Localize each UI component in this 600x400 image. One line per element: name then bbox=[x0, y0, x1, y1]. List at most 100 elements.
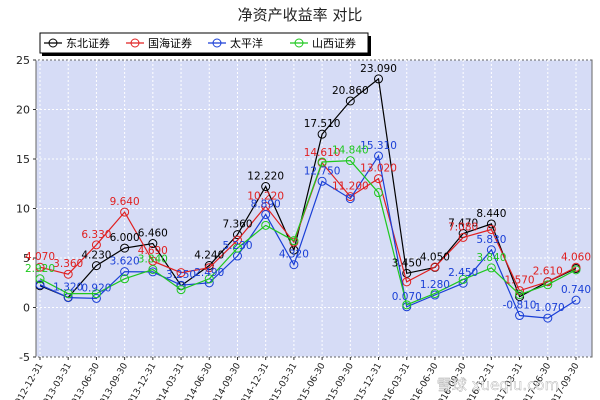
data-label: 4.060 bbox=[561, 251, 591, 263]
y-tick-label: 10 bbox=[16, 203, 30, 216]
data-label: 7.080 bbox=[448, 221, 478, 233]
data-point bbox=[571, 262, 581, 272]
legend-marker bbox=[294, 38, 304, 48]
series-line bbox=[39, 159, 577, 306]
data-label: 6.000 bbox=[110, 232, 140, 244]
data-label: 23.090 bbox=[360, 63, 397, 75]
data-point bbox=[176, 285, 186, 295]
data-point bbox=[204, 263, 214, 273]
data-label: 5.230 bbox=[222, 240, 252, 252]
data-point bbox=[91, 289, 101, 299]
legend-shadow bbox=[42, 53, 370, 56]
data-point bbox=[543, 313, 553, 323]
legend-marker bbox=[48, 38, 58, 48]
data-label: 2.450 bbox=[448, 267, 478, 279]
legend-marker bbox=[130, 38, 140, 48]
data-point bbox=[402, 277, 412, 287]
data-label: -0.810 bbox=[503, 300, 537, 312]
data-point bbox=[261, 209, 271, 219]
data-point bbox=[486, 263, 496, 273]
legend-item-label: 山西证券 bbox=[312, 36, 356, 50]
chart-title: 净资产收益率 对比 bbox=[238, 6, 363, 24]
data-point bbox=[430, 288, 440, 298]
data-label: 4.050 bbox=[420, 251, 450, 263]
legend-marker bbox=[212, 38, 222, 48]
legend-item-label: 太平洋 bbox=[230, 36, 263, 50]
data-label: 7.470 bbox=[448, 218, 478, 230]
data-label: 14.610 bbox=[304, 147, 341, 159]
data-label: 7.360 bbox=[222, 219, 252, 231]
data-label: 1.320 bbox=[53, 282, 83, 294]
data-label: 2.920 bbox=[25, 263, 55, 275]
data-label: 11.200 bbox=[332, 181, 369, 193]
data-label: 3.840 bbox=[476, 252, 506, 264]
series-group bbox=[35, 74, 581, 323]
data-point bbox=[571, 265, 581, 275]
data-label: 20.860 bbox=[332, 85, 369, 97]
data-point bbox=[486, 245, 496, 255]
data-label: 3.620 bbox=[110, 256, 140, 268]
data-label: 0.070 bbox=[392, 291, 422, 303]
data-label: 10.220 bbox=[247, 190, 284, 202]
data-label: 4.070 bbox=[25, 251, 55, 263]
data-label: 13.020 bbox=[360, 163, 397, 175]
data-point bbox=[148, 264, 158, 274]
data-point bbox=[486, 219, 496, 229]
data-point bbox=[374, 151, 384, 161]
data-label: 17.510 bbox=[304, 118, 341, 130]
data-point bbox=[232, 243, 242, 253]
data-point bbox=[317, 176, 327, 186]
data-label: 6.330 bbox=[81, 229, 111, 241]
y-tick-label: 25 bbox=[16, 54, 30, 67]
y-tick-label: 0 bbox=[23, 302, 30, 315]
y-axis-ticks: -5 0 5 10 15 20 25 bbox=[16, 54, 36, 364]
data-point bbox=[402, 268, 412, 278]
data-point bbox=[543, 277, 553, 287]
data-point bbox=[204, 261, 214, 271]
data-label: 12.220 bbox=[247, 171, 284, 183]
data-label: 3.450 bbox=[392, 257, 422, 269]
data-point bbox=[345, 194, 355, 204]
data-point bbox=[317, 129, 327, 139]
x-tick-label: 2012-12-31 bbox=[11, 362, 46, 400]
series-line bbox=[39, 154, 577, 319]
data-point bbox=[35, 280, 45, 290]
data-label: 9.640 bbox=[110, 196, 140, 208]
y-tick-label: 15 bbox=[16, 153, 30, 166]
data-point bbox=[148, 239, 158, 249]
gridlines bbox=[36, 59, 592, 358]
data-point bbox=[204, 274, 214, 284]
data-point bbox=[120, 243, 130, 253]
data-point bbox=[261, 220, 271, 230]
data-point bbox=[458, 274, 468, 284]
data-label: 4.690 bbox=[138, 245, 168, 257]
data-point bbox=[430, 262, 440, 272]
data-point bbox=[63, 289, 73, 299]
data-label: 15.310 bbox=[360, 140, 397, 152]
legend-item-label: 国海证券 bbox=[148, 36, 192, 50]
data-point bbox=[120, 207, 130, 217]
legend: 东北证券 国海证券 太平洋 山西证券 bbox=[39, 32, 371, 56]
data-label: 0.920 bbox=[81, 282, 111, 294]
data-point bbox=[91, 261, 101, 271]
data-point bbox=[120, 267, 130, 277]
data-point bbox=[402, 300, 412, 310]
data-label: -1.070 bbox=[531, 302, 565, 314]
data-label: 14.840 bbox=[332, 145, 369, 157]
data-label: 4.320 bbox=[279, 249, 309, 261]
data-point bbox=[91, 293, 101, 303]
data-point bbox=[374, 188, 384, 198]
legend-item-label: 东北证券 bbox=[66, 36, 110, 50]
data-point bbox=[374, 74, 384, 84]
data-point bbox=[176, 268, 186, 278]
data-label: 2.610 bbox=[533, 266, 563, 278]
data-point bbox=[63, 269, 73, 279]
data-label: 4.240 bbox=[194, 250, 224, 262]
data-label: 0.740 bbox=[561, 284, 591, 296]
data-label: 3.840 bbox=[138, 253, 168, 265]
data-point bbox=[317, 157, 327, 167]
data-label: 1.570 bbox=[505, 275, 535, 287]
